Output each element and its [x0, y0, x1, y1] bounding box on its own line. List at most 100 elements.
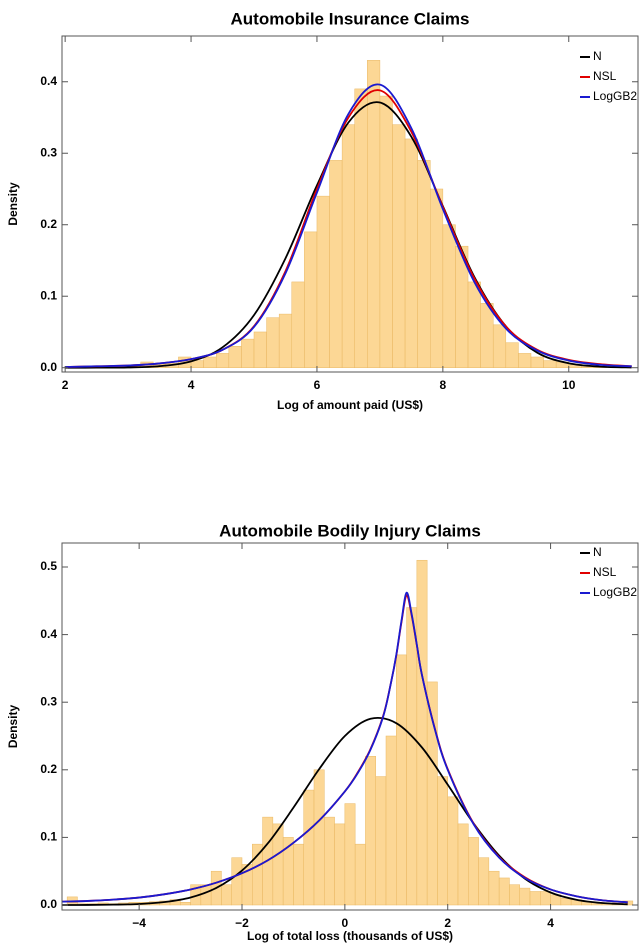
histogram-bar: [266, 317, 280, 368]
histogram-bar: [492, 324, 507, 368]
y-tick-label: 0.0: [40, 360, 57, 374]
histogram-bar: [252, 843, 263, 906]
x-tick-label: 10: [562, 378, 576, 392]
histogram-bar: [313, 769, 325, 906]
legend-label: N: [593, 49, 602, 63]
histogram-bar: [467, 281, 481, 368]
y-tick-label: 0.2: [40, 217, 57, 231]
histogram-bar: [530, 356, 544, 368]
legend-label: N: [593, 545, 602, 559]
y-tick-label: 0.1: [40, 830, 57, 844]
histogram-bar: [505, 342, 519, 368]
histogram-bar: [341, 124, 355, 368]
histogram-bar: [480, 303, 494, 368]
histogram-bar: [447, 796, 459, 906]
y-tick-label: 0.1: [40, 288, 57, 302]
histogram-bar: [365, 756, 376, 906]
histogram-bar: [442, 224, 456, 368]
histogram-bar: [379, 95, 393, 368]
histogram-bar: [416, 559, 428, 906]
histogram-bar: [200, 884, 212, 906]
histogram-bar: [293, 843, 304, 906]
y-tick-label: 0.3: [40, 694, 57, 708]
histogram-bar: [529, 891, 541, 906]
y-tick-label: 0.4: [40, 627, 57, 641]
histogram-bar: [488, 870, 500, 906]
histogram-bar: [203, 356, 217, 368]
histogram-bar: [457, 823, 469, 906]
histogram-bar: [519, 887, 531, 906]
y-tick-label: 0.5: [40, 559, 57, 573]
histogram-bar: [278, 313, 293, 368]
histogram-bar: [430, 188, 444, 368]
x-tick-label: 2: [62, 378, 69, 392]
x-tick-label: 2: [444, 916, 451, 930]
chart-title: Automobile Insurance Claims: [231, 9, 470, 28]
histogram-bar: [329, 160, 343, 368]
chart-title: Automobile Bodily Injury Claims: [219, 521, 481, 540]
histogram-bar: [622, 900, 634, 906]
histogram-bar: [221, 884, 232, 906]
histogram-bar: [367, 60, 381, 368]
y-tick-label: 0.4: [40, 74, 57, 88]
histogram-bar: [354, 88, 368, 368]
frame: [61, 35, 639, 373]
histogram-bar: [316, 195, 330, 368]
histogram-bar: [231, 857, 243, 906]
histogram-bar: [509, 884, 520, 906]
histogram-bar: [498, 877, 510, 906]
legend-label: LogGB2: [593, 585, 637, 599]
y-tick-label: 0.2: [40, 762, 57, 776]
histogram-bar: [241, 338, 255, 368]
density-curve: [62, 591, 628, 904]
x-tick-label: −2: [235, 916, 249, 930]
plot-area: [62, 559, 634, 906]
histogram-bar: [303, 789, 315, 906]
plot-area: [65, 60, 632, 369]
density-curve: [65, 101, 632, 369]
histogram-bar: [392, 124, 406, 368]
histogram-bar: [540, 891, 551, 906]
histogram-bar: [354, 843, 366, 906]
x-tick-label: −4: [132, 916, 146, 930]
histogram-bar: [334, 823, 346, 906]
x-axis-label: Log of amount paid (US$): [277, 398, 423, 412]
histogram-bar: [417, 160, 431, 368]
x-tick-label: 8: [440, 378, 447, 392]
y-tick-label: 0.3: [40, 145, 57, 159]
histogram-bar: [385, 735, 397, 906]
x-tick-label: 4: [547, 916, 554, 930]
legend-label: LogGB2: [593, 89, 637, 103]
histogram-bar: [560, 897, 572, 906]
density-curve: [65, 83, 632, 368]
histogram-bar: [291, 281, 305, 368]
histogram-bar: [406, 607, 418, 906]
histogram-bar: [228, 346, 242, 368]
histogram-bar: [253, 331, 267, 368]
histogram-bar: [404, 138, 418, 368]
legend-label: NSL: [593, 69, 617, 83]
y-axis-label: Density: [6, 182, 20, 226]
histogram-bar: [180, 902, 191, 906]
y-tick-label: 0.0: [40, 897, 57, 911]
histogram-bar: [468, 837, 479, 906]
histogram-bar: [437, 776, 448, 906]
histogram-bar: [324, 816, 335, 906]
x-axis-label: Log of total loss (thousands of US$): [247, 929, 453, 943]
x-tick-label: 4: [188, 378, 195, 392]
histogram-bar: [396, 654, 407, 906]
histogram-bar: [304, 231, 318, 368]
x-tick-label: 0: [342, 916, 349, 930]
histogram-bar: [215, 353, 230, 368]
density-curve: [62, 716, 628, 906]
y-axis-label: Density: [6, 705, 20, 749]
histogram-bar: [478, 857, 490, 906]
legend-label: NSL: [593, 565, 617, 579]
histogram-bar: [518, 353, 532, 368]
x-tick-label: 6: [314, 378, 321, 392]
histogram-bar: [543, 360, 557, 368]
frame: [61, 542, 639, 911]
histogram-bar: [375, 776, 387, 906]
